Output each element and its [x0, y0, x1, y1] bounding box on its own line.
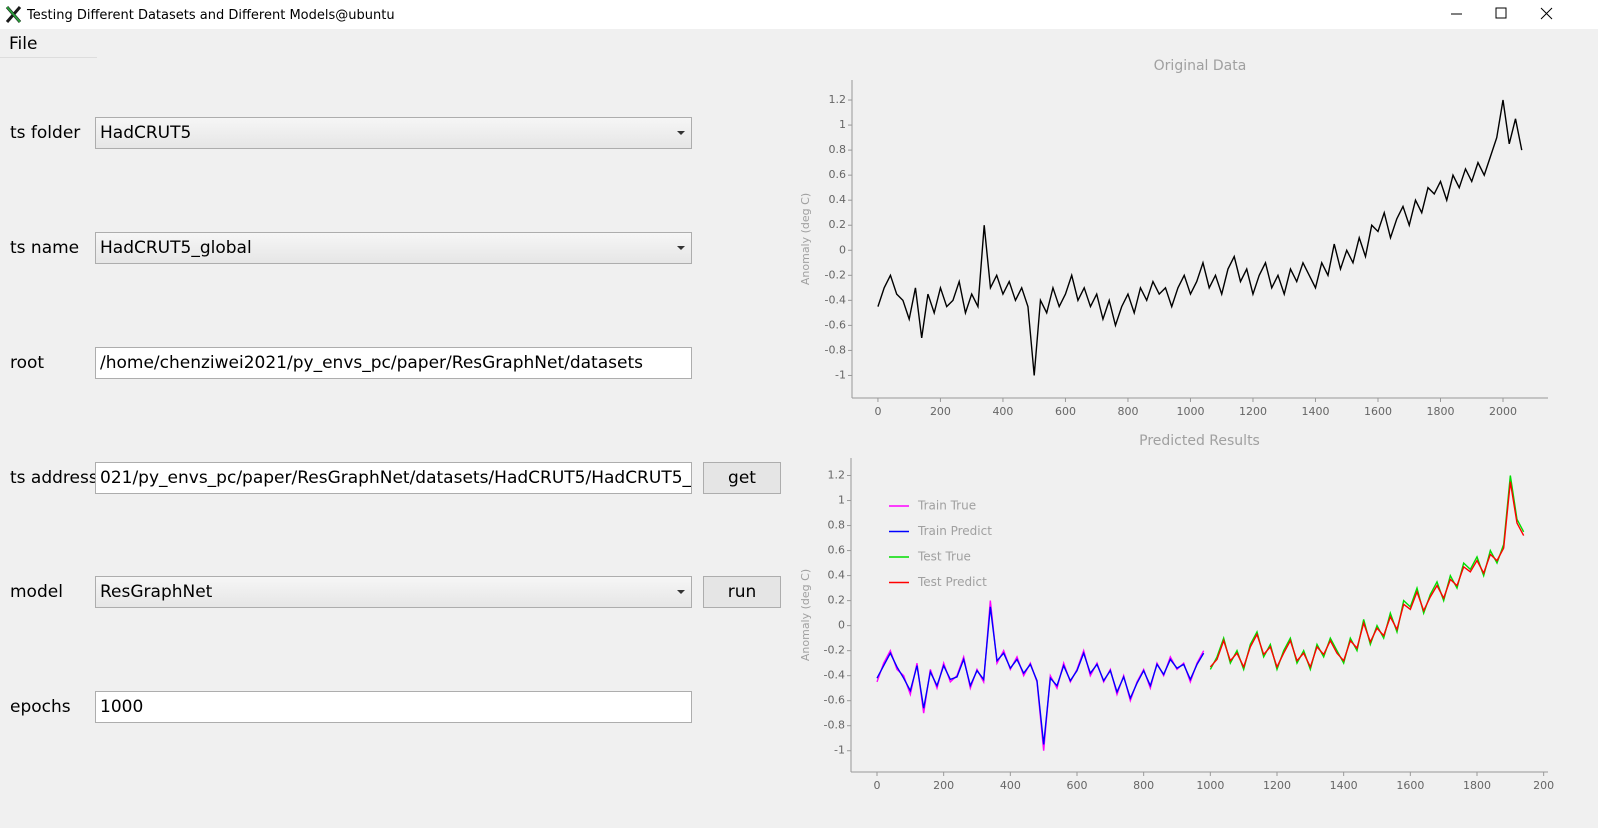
field-label: ts folder: [10, 123, 81, 143]
legend-label: Test True: [917, 550, 971, 564]
field-label: epochs: [10, 697, 71, 717]
ts-name-combo[interactable]: HadCRUT5_global: [95, 232, 692, 264]
combo-value: ResGraphNet: [100, 582, 213, 602]
close-button[interactable]: [1540, 7, 1553, 20]
y-tick-label: -1: [835, 368, 846, 381]
y-axis-label: Anomaly (deg C): [799, 193, 812, 285]
x-tick-label: 1400: [1330, 779, 1358, 792]
data-line: [1209, 475, 1525, 672]
y-tick-label: 0.8: [828, 519, 846, 532]
x-tick-label: 1000: [1176, 405, 1204, 418]
x-tick-label: 1800: [1463, 779, 1491, 792]
menu-file[interactable]: File: [0, 30, 97, 58]
y-tick-label: 1: [838, 494, 845, 507]
x-tick-label: 400: [1000, 779, 1021, 792]
x-tick-label: 200: [930, 405, 951, 418]
legend-label: Train Predict: [917, 524, 992, 538]
x-tick-label: 1600: [1364, 405, 1392, 418]
data-line: [1209, 481, 1525, 669]
title-bar: Testing Different Datasets and Different…: [0, 0, 1598, 29]
y-tick-label: 0.4: [828, 569, 846, 582]
chart-title: Predicted Results: [1139, 433, 1260, 449]
combo-arrow: [677, 590, 685, 594]
field-label: ts address: [10, 468, 98, 488]
y-tick-label: -0.6: [824, 694, 845, 707]
y-tick-label: 1.2: [828, 469, 846, 482]
x-tick-label: 800: [1133, 779, 1154, 792]
y-tick-label: 1.2: [829, 93, 847, 106]
run-button[interactable]: run: [703, 576, 781, 608]
model-combo[interactable]: ResGraphNet: [95, 576, 692, 608]
field-label: model: [10, 582, 63, 602]
x-tick-label: 1800: [1426, 405, 1454, 418]
y-tick-label: 1: [839, 118, 846, 131]
combo-value: HadCRUT5_global: [100, 238, 252, 258]
x-tick-label: 1600: [1396, 779, 1424, 792]
y-tick-label: 0.2: [828, 594, 846, 607]
maximize-button[interactable]: [1495, 7, 1507, 19]
data-line: [876, 606, 1205, 745]
y-tick-label: 0: [839, 243, 846, 256]
data-line: [876, 600, 1205, 751]
combo-arrow: [677, 246, 685, 250]
x-tick-label: 200: [1533, 779, 1554, 792]
y-axis-label: Anomaly (deg C): [799, 569, 812, 661]
chart-title: Original Data: [1154, 58, 1247, 74]
root-input[interactable]: /home/chenziwei2021/py_envs_pc/paper/Res…: [95, 347, 692, 379]
x-tick-label: 1400: [1301, 405, 1329, 418]
combo-value: HadCRUT5: [100, 123, 192, 143]
x-tick-label: 1000: [1196, 779, 1224, 792]
y-tick-label: -0.4: [825, 293, 846, 306]
x-tick-label: 1200: [1239, 405, 1267, 418]
y-tick-label: 0.8: [829, 143, 847, 156]
app-icon-accent: [6, 6, 21, 23]
y-tick-label: 0.6: [829, 168, 847, 181]
legend-label: Test Predict: [917, 575, 987, 589]
x-tick-label: 0: [874, 405, 881, 418]
data-line: [877, 99, 1523, 376]
x-tick-label: 400: [992, 405, 1013, 418]
x-tick-label: 800: [1117, 405, 1138, 418]
field-label: ts name: [10, 238, 80, 258]
y-tick-label: 0: [838, 619, 845, 632]
charts: Original Data Anomaly (deg C) -1 -0.8 -0.6 -0…: [799, 58, 1554, 792]
y-tick-label: 0.6: [828, 544, 846, 557]
x-tick-label: 2000: [1489, 405, 1517, 418]
y-tick-label: -0.6: [825, 318, 846, 331]
y-tick-label: -0.2: [825, 268, 846, 281]
legend-label: Train True: [917, 499, 976, 513]
epochs-input[interactable]: 1000: [95, 691, 692, 723]
x-tick-label: 600: [1067, 779, 1088, 792]
get-button[interactable]: get: [703, 462, 781, 494]
y-tick-label: -0.8: [824, 719, 845, 732]
ts-address-input[interactable]: 021/py_envs_pc/paper/ResGraphNet/dataset…: [95, 462, 692, 494]
x-tick-label: 600: [1055, 405, 1076, 418]
ts-folder-combo[interactable]: HadCRUT5: [95, 117, 692, 149]
y-tick-label: -0.4: [824, 669, 845, 682]
y-tick-label: -0.2: [824, 644, 845, 657]
x-tick-label: 1200: [1263, 779, 1291, 792]
y-tick-label: -0.8: [825, 343, 846, 356]
combo-arrow: [677, 131, 685, 135]
field-label: root: [10, 353, 45, 373]
y-tick-label: 0.2: [829, 218, 847, 231]
x-tick-label: 200: [933, 779, 954, 792]
y-tick-label: 0.4: [829, 193, 847, 206]
y-tick-label: -1: [834, 744, 845, 757]
x-tick-label: 0: [874, 779, 881, 792]
title-bar-graphics: Testing Different Datasets and Different…: [5, 6, 1553, 23]
window-title: Testing Different Datasets and Different…: [26, 8, 395, 23]
